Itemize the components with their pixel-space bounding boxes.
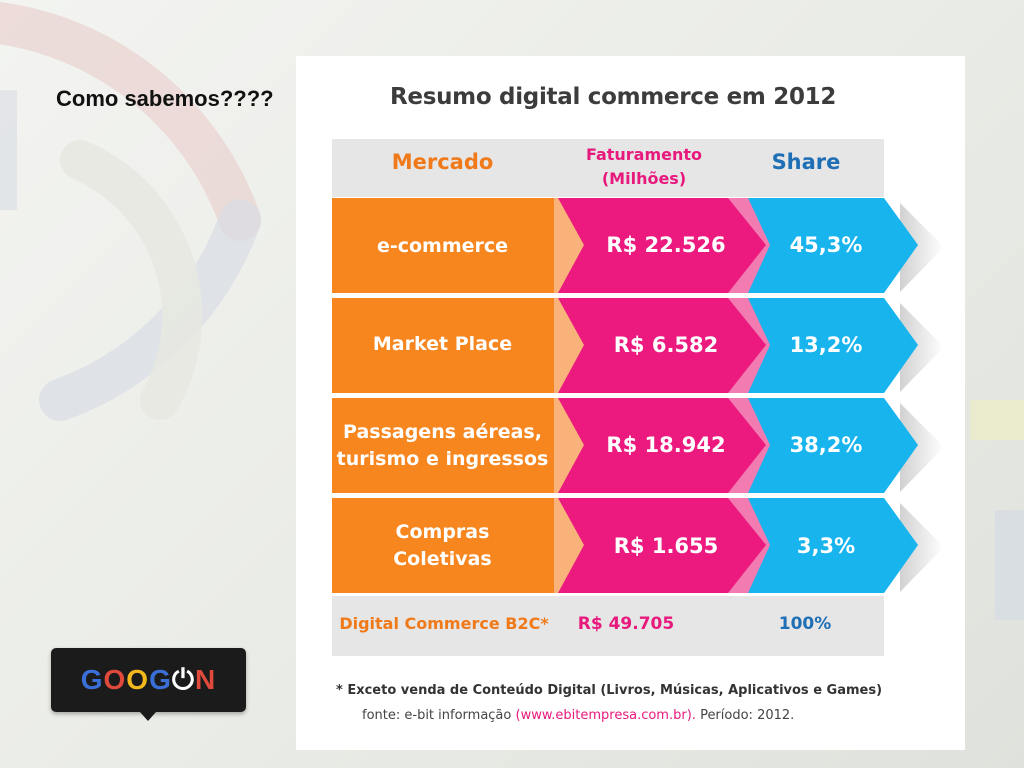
row-share-travel: 38,2% <box>789 432 863 457</box>
header-revenue: Faturamento (Milhões) <box>556 143 732 191</box>
row-label-travel: Passagens aéreas, turismo e ingressos <box>332 397 553 494</box>
total-band <box>332 596 884 656</box>
footnote: * Exceto venda de Conteúdo Digital (Livr… <box>336 683 883 698</box>
total-revenue: R$ 49.705 <box>577 614 675 634</box>
row-label-line1: Passagens aéreas, <box>343 420 542 443</box>
source-prefix: fonte: e-bit informação <box>362 708 512 723</box>
row-label-line1: e-commerce <box>376 235 509 257</box>
row-label-line1: Compras <box>395 520 490 543</box>
row-label-ecommerce: e-commerce <box>332 198 553 295</box>
row-label-marketplace: Market Place <box>332 296 553 393</box>
row-label-line2: Coletivas <box>393 547 492 570</box>
row-label-group-buying: Compras Coletivas <box>332 497 553 594</box>
row-label-line1: Market Place <box>372 333 513 355</box>
header-market: Mercado <box>391 150 494 174</box>
row-revenue-marketplace: R$ 6.582 <box>613 332 719 357</box>
row-revenue-ecommerce: R$ 22.526 <box>606 232 726 257</box>
logo-letter-o2: O <box>126 663 150 695</box>
logo-text: GOOG⏻N <box>81 664 217 697</box>
googon-logo: GOOG⏻N <box>51 648 246 712</box>
header-share: Share <box>771 150 841 174</box>
row-share-group-buying: 3,3% <box>796 533 856 558</box>
source-suffix: Período: 2012. <box>700 708 795 723</box>
source-link[interactable]: (www.ebitempresa.com.br). <box>515 708 696 723</box>
source-line: fonte: e-bit informação (www.ebitempresa… <box>362 708 922 723</box>
row-shape-2 <box>332 298 944 393</box>
row-shape-4 <box>332 498 944 593</box>
logo-letter-g1: G <box>80 663 104 695</box>
row-share-marketplace: 13,2% <box>789 332 863 357</box>
row-shape-3 <box>332 398 944 493</box>
infographic-title: Resumo digital commerce em 2012 <box>390 84 837 110</box>
slide-title: Como sabemos???? <box>56 86 274 111</box>
header-revenue-line1: Faturamento <box>585 145 703 164</box>
logo-letter-o1: O <box>103 663 127 695</box>
header-revenue-line2: (Milhões) <box>601 169 687 188</box>
logo-pointer <box>140 712 156 721</box>
logo-letter-g2: G <box>149 663 172 695</box>
row-label-line2: turismo e ingressos <box>336 447 549 470</box>
logo-letter-n: N <box>195 663 217 695</box>
header-band <box>332 139 884 197</box>
total-label: Digital Commerce B2C* <box>339 614 549 633</box>
power-icon: ⏻ <box>171 663 196 695</box>
row-shapes <box>332 198 944 593</box>
row-shape-1 <box>332 198 944 293</box>
commerce-infographic: Resumo digital commerce em 2012 Mercado … <box>296 56 965 750</box>
row-share-ecommerce: 45,3% <box>789 232 863 257</box>
row-revenue-group-buying: R$ 1.655 <box>613 533 719 558</box>
row-revenue-travel: R$ 18.942 <box>606 432 726 457</box>
total-share: 100% <box>778 614 832 634</box>
